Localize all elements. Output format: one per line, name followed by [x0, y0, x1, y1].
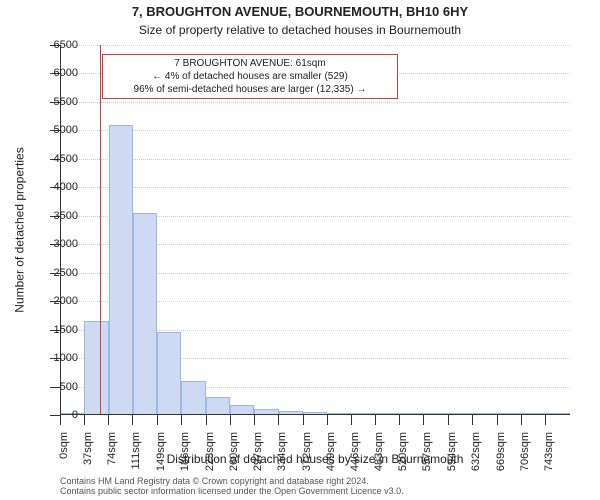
y-tick-label: 500: [60, 381, 78, 393]
x-tick: [448, 415, 449, 425]
y-tick-label: 4000: [54, 181, 78, 193]
y-tick-label: 2000: [54, 295, 78, 307]
y-tick-label: 5500: [54, 96, 78, 108]
x-tick: [472, 415, 473, 425]
x-tick: [108, 415, 109, 425]
x-tick: [327, 415, 328, 425]
x-tick-label: 669sqm: [495, 432, 507, 480]
y-tick-label: 6000: [54, 67, 78, 79]
y-tick-label: 1500: [54, 324, 78, 336]
annotation-line: 7 BROUGHTON AVENUE: 61sqm: [109, 57, 391, 70]
gridline: [60, 102, 570, 103]
x-tick-label: 260sqm: [228, 432, 240, 480]
x-tick: [303, 415, 304, 425]
gridline: [60, 130, 570, 131]
x-tick: [157, 415, 158, 425]
x-tick: [423, 415, 424, 425]
x-tick-label: 74sqm: [106, 432, 118, 480]
x-tick-label: 409sqm: [325, 432, 337, 480]
y-tick-label: 5000: [54, 124, 78, 136]
histogram-bar: [133, 213, 157, 415]
x-tick-label: 594sqm: [446, 432, 458, 480]
plot-area: 7 BROUGHTON AVENUE: 61sqm← 4% of detache…: [60, 45, 570, 415]
x-tick-label: 632sqm: [470, 432, 482, 480]
x-tick-label: 446sqm: [349, 432, 361, 480]
x-tick-label: 37sqm: [82, 432, 94, 480]
x-tick-label: 0sqm: [58, 432, 70, 480]
y-tick: [50, 415, 60, 416]
y-tick-label: 0: [72, 409, 78, 421]
x-tick-label: 223sqm: [204, 432, 216, 480]
reference-line: [100, 45, 101, 415]
x-tick: [181, 415, 182, 425]
y-tick-label: 4500: [54, 153, 78, 165]
annotation-box: 7 BROUGHTON AVENUE: 61sqm← 4% of detache…: [102, 54, 398, 99]
histogram-bar: [157, 332, 181, 415]
y-axis-label: Number of detached properties: [10, 45, 30, 415]
y-axis-label-text: Number of detached properties: [13, 147, 27, 312]
x-tick: [60, 415, 61, 425]
x-tick: [497, 415, 498, 425]
footer-line-2: Contains public sector information licen…: [60, 486, 570, 496]
y-tick: [50, 387, 60, 388]
x-tick-label: 111sqm: [130, 432, 142, 480]
gridline: [60, 187, 570, 188]
x-tick: [521, 415, 522, 425]
x-tick: [206, 415, 207, 425]
x-tick-label: 372sqm: [301, 432, 313, 480]
annotation-line: 96% of semi-detached houses are larger (…: [109, 83, 391, 96]
gridline: [60, 159, 570, 160]
x-tick: [375, 415, 376, 425]
x-tick-label: 297sqm: [252, 432, 264, 480]
x-tick-label: 186sqm: [179, 432, 191, 480]
x-tick-label: 557sqm: [421, 432, 433, 480]
histogram-bar: [84, 321, 108, 415]
y-tick-label: 3000: [54, 238, 78, 250]
x-tick-label: 706sqm: [519, 432, 531, 480]
x-tick: [545, 415, 546, 425]
chart-title: 7, BROUGHTON AVENUE, BOURNEMOUTH, BH10 6…: [0, 4, 600, 19]
annotation-line: ← 4% of detached houses are smaller (529…: [109, 70, 391, 83]
x-tick-label: 149sqm: [155, 432, 167, 480]
y-tick-label: 1000: [54, 352, 78, 364]
x-tick-label: 743sqm: [543, 432, 555, 480]
y-tick-label: 2500: [54, 267, 78, 279]
chart-subtitle: Size of property relative to detached ho…: [0, 23, 600, 37]
x-axis-line: [60, 414, 570, 415]
x-tick: [84, 415, 85, 425]
x-tick-label: 334sqm: [276, 432, 288, 480]
histogram-bar: [206, 397, 230, 415]
x-tick: [399, 415, 400, 425]
x-tick: [132, 415, 133, 425]
x-tick-label: 520sqm: [397, 432, 409, 480]
x-tick: [254, 415, 255, 425]
x-tick: [351, 415, 352, 425]
x-tick-label: 483sqm: [373, 432, 385, 480]
histogram-bar: [109, 125, 133, 415]
gridline: [60, 45, 570, 46]
y-tick-label: 3500: [54, 210, 78, 222]
y-tick-label: 6500: [54, 39, 78, 51]
histogram-bar: [181, 381, 205, 415]
x-tick: [278, 415, 279, 425]
x-tick: [230, 415, 231, 425]
